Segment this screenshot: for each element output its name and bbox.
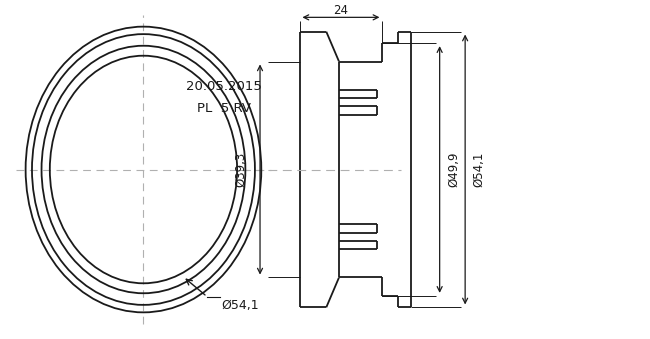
Text: Ø54,1: Ø54,1 xyxy=(473,152,486,187)
Text: PL  5 RV: PL 5 RV xyxy=(198,102,252,115)
Text: Ø39,3: Ø39,3 xyxy=(235,152,248,187)
Text: 24: 24 xyxy=(333,4,348,17)
Text: 20.05.2015: 20.05.2015 xyxy=(187,80,263,93)
Text: Ø54,1: Ø54,1 xyxy=(222,299,259,312)
Text: Ø49,9: Ø49,9 xyxy=(447,152,460,187)
